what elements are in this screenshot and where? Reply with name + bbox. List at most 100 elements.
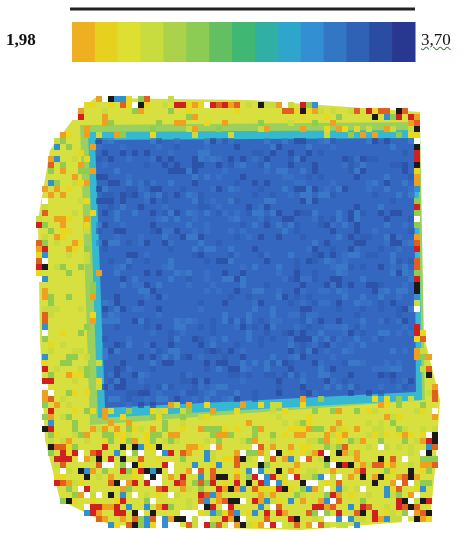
- speckle: [390, 378, 396, 384]
- speckle: [48, 438, 54, 444]
- speckle: [54, 144, 60, 150]
- speckle: [282, 474, 288, 480]
- speckle: [432, 438, 438, 444]
- speckle: [180, 234, 186, 240]
- speckle: [264, 372, 270, 378]
- speckle: [402, 150, 408, 156]
- speckle: [144, 270, 150, 276]
- speckle: [294, 462, 300, 468]
- speckle: [252, 210, 258, 216]
- speckle: [156, 138, 162, 144]
- speckle: [246, 522, 252, 528]
- speckle: [240, 228, 246, 234]
- speckle: [198, 300, 204, 306]
- speckle: [108, 372, 114, 378]
- speckle: [186, 210, 192, 216]
- speckle: [240, 402, 246, 408]
- speckle: [366, 138, 372, 144]
- speckle: [42, 264, 48, 270]
- speckle: [258, 288, 264, 294]
- speckle: [108, 180, 114, 186]
- speckle: [150, 288, 156, 294]
- speckle: [324, 498, 330, 504]
- speckle: [264, 474, 270, 480]
- speckle: [330, 258, 336, 264]
- speckle: [168, 180, 174, 186]
- speckle: [126, 342, 132, 348]
- speckle: [306, 474, 312, 480]
- speckle: [138, 180, 144, 186]
- speckle: [72, 408, 78, 414]
- speckle: [312, 312, 318, 318]
- speckle: [234, 450, 240, 456]
- speckle: [264, 198, 270, 204]
- speckle: [204, 144, 210, 150]
- speckle: [342, 330, 348, 336]
- speckle: [366, 108, 372, 114]
- speckle: [90, 312, 96, 318]
- speckle: [120, 366, 126, 372]
- speckle: [102, 462, 108, 468]
- speckle: [408, 126, 414, 132]
- speckle: [174, 162, 180, 168]
- speckle: [144, 504, 150, 510]
- speckle: [102, 306, 108, 312]
- speckle: [414, 174, 420, 180]
- speckle: [396, 210, 402, 216]
- speckle: [432, 444, 438, 450]
- speckle: [342, 348, 348, 354]
- speckle: [270, 522, 276, 528]
- speckle: [228, 162, 234, 168]
- speckle: [138, 108, 144, 114]
- speckle: [120, 132, 126, 138]
- speckle: [102, 96, 108, 102]
- speckle: [336, 384, 342, 390]
- speckle: [216, 384, 222, 390]
- speckle: [264, 498, 270, 504]
- speckle: [198, 156, 204, 162]
- speckle: [96, 198, 102, 204]
- speckle: [306, 390, 312, 396]
- speckle: [282, 480, 288, 486]
- speckle: [102, 246, 108, 252]
- speckle: [84, 510, 90, 516]
- speckle: [54, 180, 60, 186]
- speckle: [48, 396, 54, 402]
- speckle: [414, 330, 420, 336]
- speckle: [300, 336, 306, 342]
- speckle: [72, 450, 78, 456]
- speckle: [300, 180, 306, 186]
- speckle: [102, 318, 108, 324]
- speckle: [198, 504, 204, 510]
- speckle: [276, 234, 282, 240]
- speckle: [276, 360, 282, 366]
- speckle: [324, 510, 330, 516]
- speckle: [264, 180, 270, 186]
- speckle: [372, 474, 378, 480]
- speckle: [414, 510, 420, 516]
- speckle: [192, 468, 198, 474]
- speckle: [408, 270, 414, 276]
- speckle: [420, 408, 426, 414]
- speckle: [156, 348, 162, 354]
- speckle: [264, 282, 270, 288]
- speckle: [360, 210, 366, 216]
- speckle: [414, 306, 420, 312]
- speckle: [318, 438, 324, 444]
- speckle: [294, 108, 300, 114]
- speckle: [402, 270, 408, 276]
- speckle: [78, 114, 84, 120]
- speckle: [408, 504, 414, 510]
- speckle: [384, 234, 390, 240]
- speckle: [168, 342, 174, 348]
- speckle: [258, 216, 264, 222]
- speckle: [84, 468, 90, 474]
- speckle: [396, 498, 402, 504]
- speckle: [282, 408, 288, 414]
- speckle: [336, 498, 342, 504]
- speckle: [150, 480, 156, 486]
- speckle: [132, 468, 138, 474]
- speckle: [354, 108, 360, 114]
- speckle: [186, 516, 192, 522]
- speckle: [246, 294, 252, 300]
